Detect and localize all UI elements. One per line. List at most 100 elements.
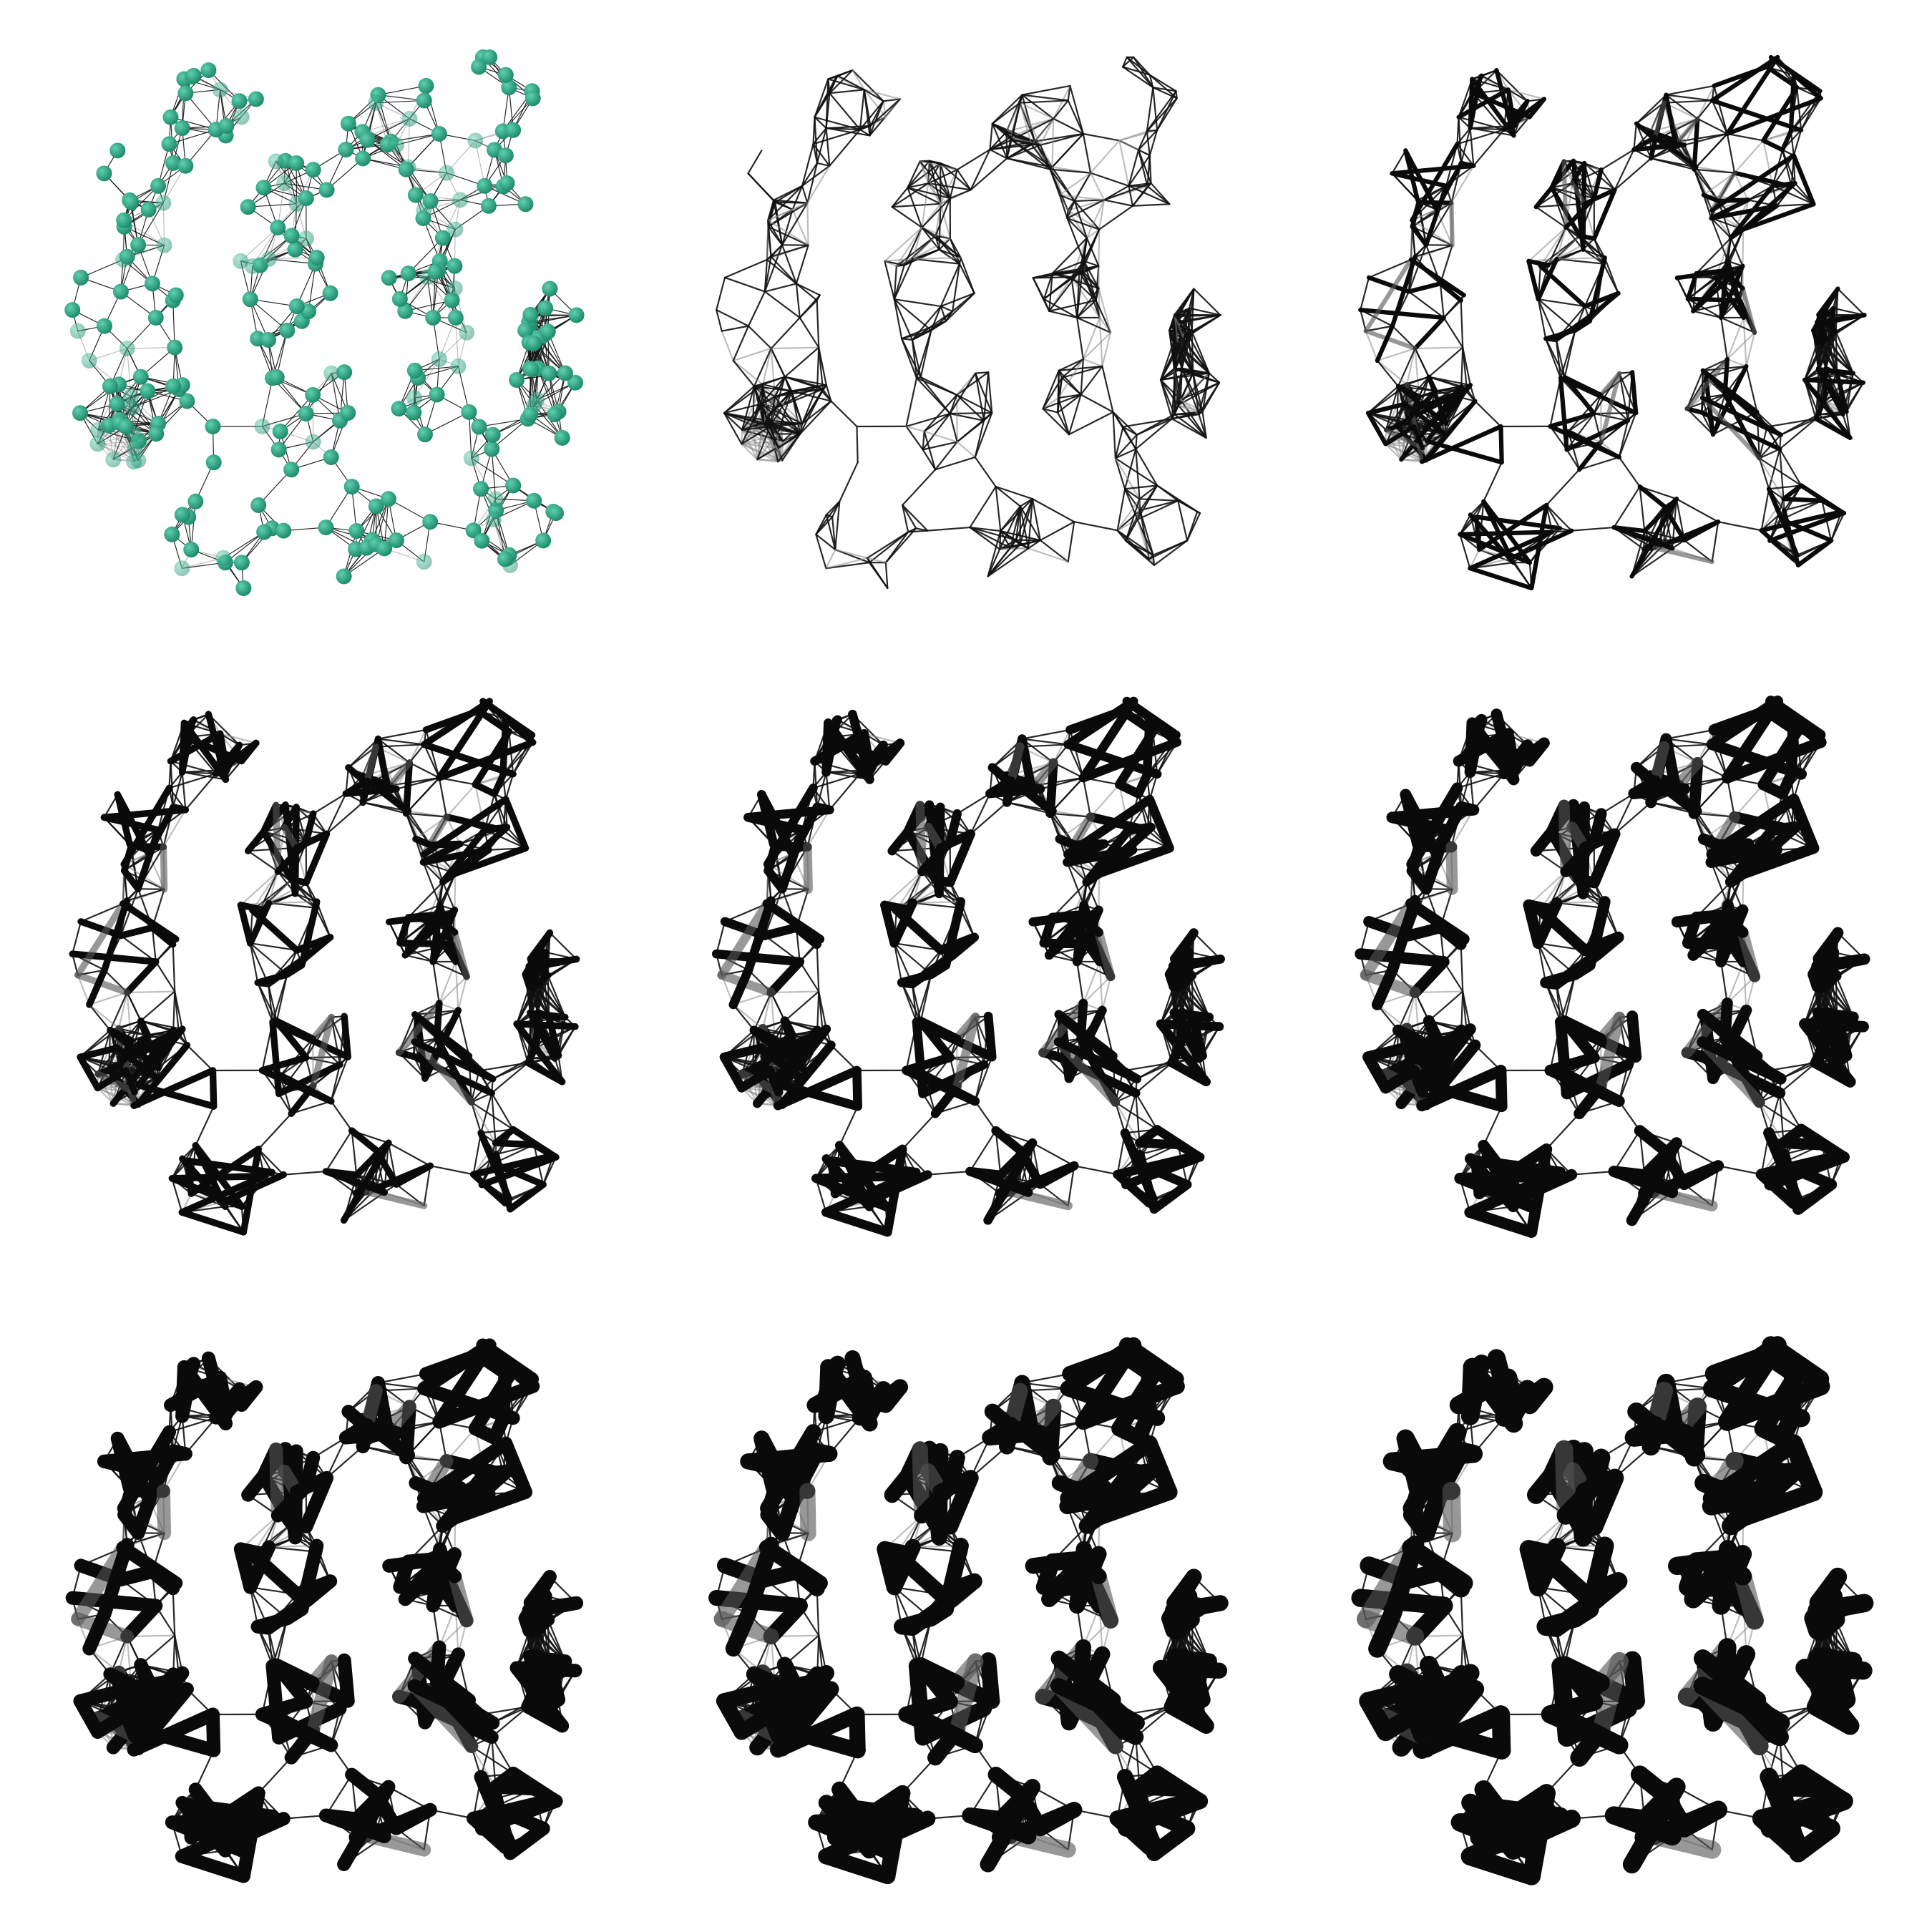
backbone-segment — [421, 698, 493, 748]
contact-edge — [1114, 426, 1124, 459]
contact-edge — [784, 376, 819, 387]
contact-edge — [930, 305, 942, 331]
contact-edge — [1114, 448, 1137, 459]
residue-node — [336, 364, 353, 381]
contact-edge — [1779, 448, 1785, 500]
contact-edge — [1067, 84, 1071, 102]
contact-edge — [1051, 272, 1100, 290]
backbone-segment — [1611, 525, 1675, 551]
residue-node — [407, 187, 424, 203]
backbone-segment — [1449, 200, 1455, 248]
contact-edge — [1137, 130, 1148, 151]
contact-edge — [1031, 498, 1075, 523]
residue-node — [118, 419, 135, 435]
contact-edge — [1116, 518, 1138, 532]
backbone-segment — [1817, 367, 1855, 376]
contact-edge — [1191, 331, 1194, 374]
residue-node — [256, 524, 273, 540]
residue-node — [268, 153, 284, 170]
contact-edge — [1089, 140, 1121, 174]
contact-edge — [774, 185, 804, 203]
residue-node — [174, 560, 190, 577]
residue-node — [450, 358, 467, 374]
residue-node — [431, 126, 447, 142]
residue-node — [105, 452, 122, 468]
contact-edge — [753, 385, 776, 398]
contact-edge — [305, 882, 318, 903]
contact-edge — [1124, 488, 1141, 500]
contact-edge — [1469, 384, 1476, 402]
contact-edge — [799, 422, 804, 435]
contact-edge — [1762, 140, 1774, 187]
contact-edge — [901, 338, 922, 379]
contact-edge — [1686, 408, 1714, 436]
contact-edge — [1124, 484, 1158, 490]
contact-edge — [753, 385, 762, 405]
backbone-segment — [1599, 371, 1622, 444]
backbone-segment — [1813, 416, 1853, 440]
contact-edge — [1136, 414, 1176, 436]
contact-edge — [405, 812, 448, 818]
contact-edge — [1571, 526, 1615, 532]
contact-edge — [407, 881, 444, 919]
residue-node — [298, 190, 314, 207]
contact-edge — [1469, 548, 1480, 570]
contact-edge — [716, 276, 726, 311]
residue-node — [340, 405, 356, 421]
contact-edge — [1057, 394, 1082, 414]
residue-node — [96, 318, 112, 334]
contact-edge — [1790, 97, 1822, 132]
backbone-segment — [1563, 195, 1596, 230]
contact-edge — [537, 368, 560, 412]
backbone-segment — [499, 715, 509, 779]
contact-edge — [814, 116, 862, 131]
contact-edge — [1411, 225, 1453, 246]
residue-node — [517, 196, 534, 213]
contact-edge — [922, 430, 925, 451]
backbone-segment — [1363, 328, 1418, 351]
contact-edge — [268, 257, 318, 260]
contact-edge — [1546, 504, 1573, 532]
contact-edge — [995, 485, 1034, 500]
contact-edge — [1713, 84, 1728, 135]
residue-node — [422, 514, 439, 530]
contact-edge — [268, 882, 308, 904]
contact-edge — [923, 430, 937, 471]
backbone-segment — [1573, 318, 1592, 333]
contact-edge — [1779, 448, 1802, 487]
contact-edge — [741, 403, 762, 431]
contact-edge — [919, 160, 958, 171]
contact-edge — [438, 975, 468, 1005]
contact-edge — [1385, 403, 1406, 431]
contact-edge — [1066, 217, 1101, 230]
contact-edge — [1148, 74, 1177, 92]
backbone-segment — [1816, 313, 1825, 346]
contact-edge — [1456, 143, 1475, 167]
contact-edge — [240, 227, 278, 262]
contact-edge — [1148, 554, 1154, 560]
contact-edge — [1191, 314, 1221, 333]
contact-edge — [1010, 139, 1051, 170]
contact-edge — [1042, 394, 1082, 410]
residue-node — [526, 492, 542, 509]
contact-edge — [268, 902, 317, 909]
contact-edge — [1112, 411, 1138, 436]
contact-edge — [1131, 182, 1152, 207]
residue-node — [254, 418, 270, 434]
contact-edge — [991, 94, 1023, 125]
contact-edge — [753, 347, 772, 387]
residue-node — [471, 419, 487, 435]
residue-node — [165, 155, 182, 171]
contact-edge — [1835, 331, 1854, 374]
contact-edge — [1726, 316, 1745, 361]
contact-edge — [867, 557, 870, 564]
contact-edge — [774, 376, 786, 398]
contact-edge — [1095, 299, 1112, 333]
backbone-segment — [1383, 427, 1425, 451]
contact-edge — [921, 182, 930, 229]
backbone-segment — [1468, 530, 1555, 571]
contact-edge — [1028, 498, 1034, 550]
contact-edge — [1114, 457, 1141, 500]
contact-edge — [770, 316, 801, 350]
contact-edge — [1153, 540, 1189, 566]
